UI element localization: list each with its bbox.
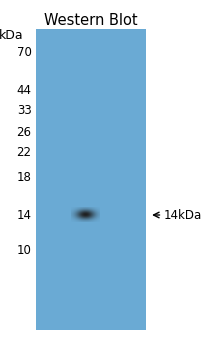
Text: 44: 44	[16, 85, 31, 97]
Text: 70: 70	[17, 46, 31, 59]
Text: 10: 10	[17, 244, 31, 256]
Text: 18: 18	[17, 172, 31, 184]
Text: 14: 14	[16, 209, 31, 222]
Text: kDa: kDa	[0, 29, 23, 42]
Text: 33: 33	[17, 104, 31, 117]
Text: 26: 26	[16, 126, 31, 139]
Bar	[35, 29, 145, 330]
Text: 22: 22	[16, 146, 31, 159]
Text: 14kDa: 14kDa	[163, 209, 201, 221]
Text: Western Blot: Western Blot	[44, 13, 137, 29]
